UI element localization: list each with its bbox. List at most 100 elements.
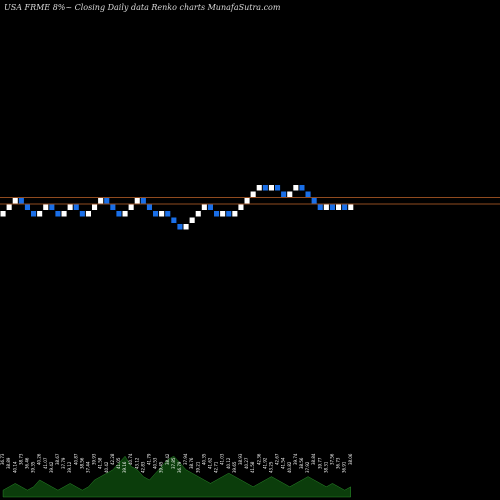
tick-label-41: 40.27 xyxy=(244,457,249,469)
renko-brick-9 xyxy=(49,204,55,210)
tick-label-12: 39.12 xyxy=(67,461,72,473)
tick-label-47: 41.54 xyxy=(281,457,286,469)
tick-label-26: 40.53 xyxy=(153,457,158,469)
tick-label-52: 38.84 xyxy=(311,453,316,465)
tick-label-3: 40.14 xyxy=(12,461,17,473)
renko-brick-56 xyxy=(336,204,342,210)
renko-brick-7 xyxy=(37,211,43,217)
renko-brick-1 xyxy=(0,211,6,217)
renko-brick-34 xyxy=(201,204,207,210)
tick-label-10: 38.67 xyxy=(55,453,60,465)
tick-label-7: 40.26 xyxy=(37,453,42,465)
tick-label-32: 38.76 xyxy=(189,457,194,469)
tick-label-46: 42.67 xyxy=(275,453,280,465)
tick-label-19: 42.28 xyxy=(110,453,115,465)
tick-label-8: 41.07 xyxy=(43,457,48,469)
renko-brick-17 xyxy=(98,198,104,204)
tick-label-33: 39.21 xyxy=(195,461,200,473)
tick-label-35: 41.62 xyxy=(207,457,212,469)
renko-brick-42 xyxy=(250,191,256,197)
renko-brick-53 xyxy=(317,204,323,210)
renko-brick-50 xyxy=(299,185,305,191)
renko-brick-44 xyxy=(262,185,268,191)
tick-label-22: 40.74 xyxy=(128,453,133,465)
renko-brick-20 xyxy=(116,211,122,217)
renko-brick-3 xyxy=(12,198,18,204)
renko-brick-21 xyxy=(122,211,128,217)
tick-label-40: 38.93 xyxy=(238,453,243,465)
tick-label-54: 38.31 xyxy=(323,461,328,473)
renko-brick-36 xyxy=(214,211,220,217)
tick-label-44: 41.92 xyxy=(262,457,267,469)
tick-label-50: 38.56 xyxy=(299,457,304,469)
tick-label-51: 37.92 xyxy=(305,461,310,473)
renko-brick-22 xyxy=(128,204,134,210)
tick-label-43: 42.36 xyxy=(256,453,261,465)
renko-brick-28 xyxy=(165,211,171,217)
tick-label-25: 41.79 xyxy=(146,453,151,465)
renko-brick-47 xyxy=(281,191,287,197)
renko-brick-11 xyxy=(61,211,67,217)
renko-brick-26 xyxy=(153,211,159,217)
tick-label-1: 36.73 xyxy=(0,453,5,465)
renko-brick-4 xyxy=(18,198,24,204)
renko-brick-54 xyxy=(323,204,329,210)
renko-brick-5 xyxy=(24,204,30,210)
renko-brick-18 xyxy=(104,198,110,204)
renko-brick-40 xyxy=(238,204,244,210)
renko-brick-33 xyxy=(195,211,201,217)
tick-label-13: 40.87 xyxy=(73,453,78,465)
volume-area xyxy=(2,455,351,498)
renko-brick-29 xyxy=(171,217,177,223)
renko-brick-38 xyxy=(226,211,232,217)
tick-label-17: 41.58 xyxy=(98,457,103,469)
renko-brick-13 xyxy=(73,204,79,210)
renko-brick-2 xyxy=(6,204,12,210)
renko-brick-45 xyxy=(268,185,274,191)
renko-brick-35 xyxy=(207,204,213,210)
tick-label-38: 40.12 xyxy=(226,457,231,469)
renko-brick-25 xyxy=(146,204,152,210)
chart-title: USA FRME 8%~ Closing Daily data Renko ch… xyxy=(4,3,281,12)
tick-label-2: 38.89 xyxy=(6,457,11,469)
renko-brick-12 xyxy=(67,204,73,210)
tick-label-29: 37.85 xyxy=(171,457,176,469)
tick-label-30: 36.79 xyxy=(177,461,182,473)
renko-brick-37 xyxy=(220,211,226,217)
tick-label-49: 39.74 xyxy=(293,453,298,465)
renko-brick-55 xyxy=(329,204,335,210)
tick-label-27: 39.45 xyxy=(159,461,164,473)
tick-label-18: 40.42 xyxy=(104,461,109,473)
tick-label-42: 41.58 xyxy=(250,461,255,473)
tick-label-11: 37.79 xyxy=(61,457,66,469)
tick-label-36: 42.71 xyxy=(214,461,219,473)
tick-label-55: 37.56 xyxy=(329,453,334,465)
renko-brick-16 xyxy=(92,204,98,210)
tick-label-57: 36.91 xyxy=(342,461,347,473)
tick-label-37: 41.03 xyxy=(220,453,225,465)
renko-brick-46 xyxy=(275,185,281,191)
renko-brick-39 xyxy=(232,211,238,217)
renko-brick-6 xyxy=(31,211,37,217)
tick-label-24: 42.83 xyxy=(140,461,145,473)
renko-brick-24 xyxy=(140,198,146,204)
tick-label-5: 36.46 xyxy=(24,457,29,469)
renko-brick-58 xyxy=(348,204,354,210)
renko-brick-10 xyxy=(55,211,61,217)
tick-label-15: 37.44 xyxy=(85,461,90,473)
tick-label-14: 38.56 xyxy=(79,457,84,469)
renko-brick-57 xyxy=(342,204,348,210)
tick-label-6: 39.35 xyxy=(31,461,36,473)
renko-brick-48 xyxy=(287,191,293,197)
tick-label-21: 39.16 xyxy=(122,461,127,473)
renko-brick-8 xyxy=(43,204,49,210)
renko-brick-14 xyxy=(79,211,85,217)
tick-label-48: 40.82 xyxy=(287,461,292,473)
tick-label-53: 39.77 xyxy=(317,457,322,469)
renko-brick-49 xyxy=(293,185,299,191)
tick-label-58: 38.06 xyxy=(348,453,353,465)
tick-label-31: 37.94 xyxy=(183,453,188,465)
tick-label-39: 39.65 xyxy=(232,461,237,473)
